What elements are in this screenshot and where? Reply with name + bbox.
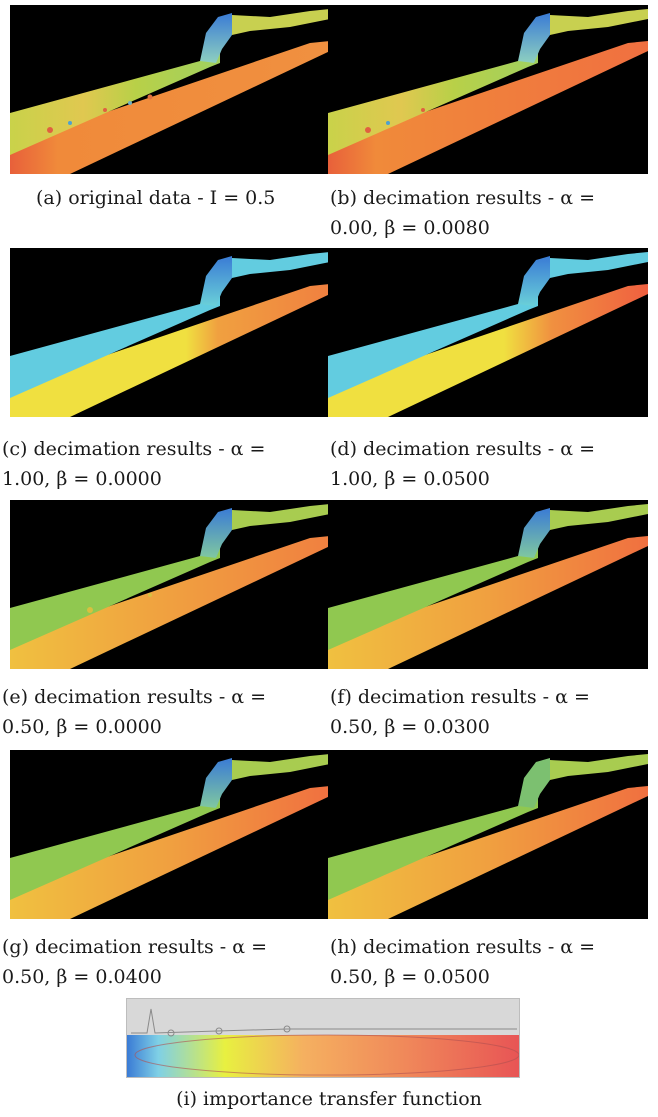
caption-h: (h) decimation results - α = 0.50, β = 0… [330,932,652,992]
terrain-render [10,5,330,174]
panel-b-image [328,5,648,174]
caption-f: (f) decimation results - α = 0.50, β = 0… [330,682,652,742]
panel-e-image [10,500,330,669]
panel-f-image [328,500,648,669]
caption-c: (c) decimation results - α = 1.00, β = 0… [2,434,324,494]
caption-line: 0.50, β = 0.0400 [2,966,162,988]
caption-d: (d) decimation results - α = 1.00, β = 0… [330,434,652,494]
panel-d-image [328,248,648,417]
caption-line: (e) decimation results - α = [2,686,267,708]
panel-h-image [328,750,648,919]
caption-line: (b) decimation results - α = [330,187,595,209]
terrain-render [328,248,648,417]
caption-b: (b) decimation results - α = 0.00, β = 0… [330,183,652,243]
caption-e: (e) decimation results - α = 0.50, β = 0… [2,682,324,742]
caption-line: 1.00, β = 0.0000 [2,468,162,490]
caption-line: 0.50, β = 0.0000 [2,716,162,738]
transfer-function-plot[interactable] [127,999,519,1077]
terrain-render [10,750,330,919]
transfer-function-widget[interactable] [126,998,520,1078]
caption-a: (a) original data - I = 0.5 [36,183,358,213]
panel-c-image [10,248,330,417]
caption-line: (d) decimation results - α = [330,438,595,460]
caption-line: (a) original data - I = 0.5 [36,187,276,209]
terrain-render [328,5,648,174]
terrain-render [10,500,330,669]
terrain-render [328,750,648,919]
terrain-render [10,248,330,417]
terrain-render [328,500,648,669]
caption-line: (h) decimation results - α = [330,936,596,958]
caption-line: 0.50, β = 0.0500 [330,966,490,988]
caption-line: (f) decimation results - α = [330,686,590,708]
panel-a-image [10,5,330,174]
panel-g-image [10,750,330,919]
caption-g: (g) decimation results - α = 0.50, β = 0… [2,932,324,992]
caption-line: (c) decimation results - α = [2,438,266,460]
caption-line: 0.00, β = 0.0080 [330,217,490,239]
caption-line: (g) decimation results - α = [2,936,267,958]
caption-i: (i) importance transfer function [176,1088,482,1110]
caption-line: 1.00, β = 0.0500 [330,468,490,490]
caption-line: 0.50, β = 0.0300 [330,716,490,738]
